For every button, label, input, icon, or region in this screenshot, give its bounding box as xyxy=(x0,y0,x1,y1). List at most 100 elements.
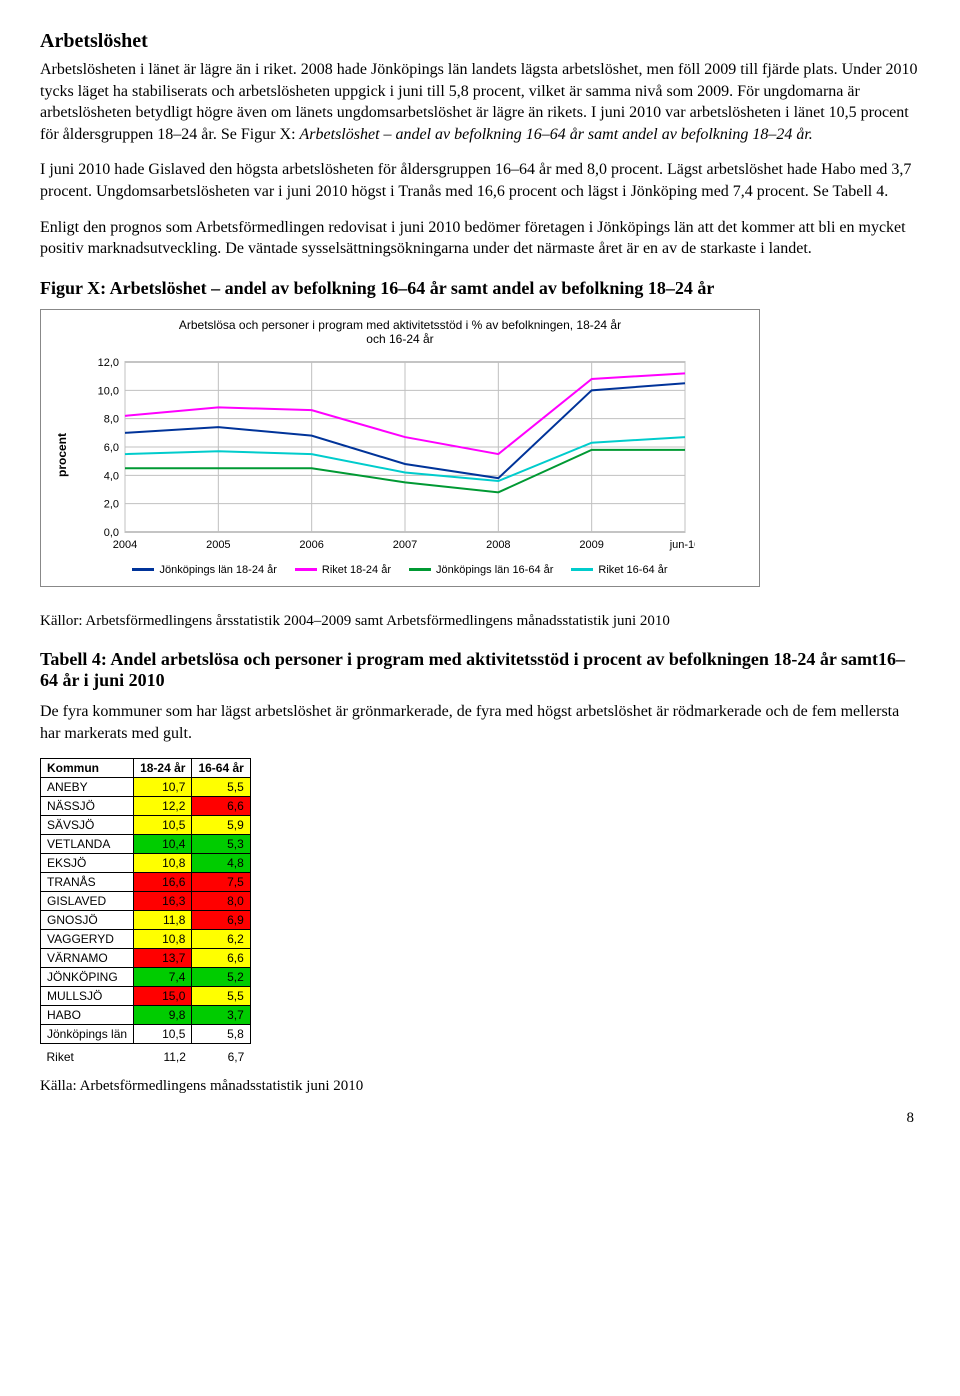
table-cell-18-24: 10,5 xyxy=(134,1025,192,1044)
svg-text:8,0: 8,0 xyxy=(104,413,119,425)
table-cell-18-24: 9,8 xyxy=(134,1006,192,1025)
table-cell-18-24: 11,2 xyxy=(134,1044,192,1067)
table-row: SÄVSJÖ10,55,9 xyxy=(41,816,251,835)
svg-text:4,0: 4,0 xyxy=(104,470,119,482)
svg-text:10,0: 10,0 xyxy=(98,385,119,397)
svg-text:0,0: 0,0 xyxy=(104,527,119,539)
paragraph-2: I juni 2010 hade Gislaved den högsta arb… xyxy=(40,159,920,202)
svg-text:6,0: 6,0 xyxy=(104,442,119,454)
legend-label: Jönköpings län 18-24 år xyxy=(159,564,276,576)
chart-legend: Jönköpings län 18-24 år Riket 18-24 år Jön… xyxy=(55,564,745,576)
table-cell-16-64: 5,3 xyxy=(192,835,250,854)
table-cell-18-24: 13,7 xyxy=(134,949,192,968)
table-cell-18-24: 16,3 xyxy=(134,892,192,911)
chart-heading: Figur X: Arbetslöshet – andel av befolkn… xyxy=(40,278,920,299)
table-cell-18-24: 7,4 xyxy=(134,968,192,987)
table-cell-kommun: Jönköpings län xyxy=(41,1025,134,1044)
table-header-cell: 18-24 år xyxy=(134,759,192,778)
table-cell-16-64: 6,7 xyxy=(192,1044,250,1067)
table-cell-kommun: VETLANDA xyxy=(41,835,134,854)
table-cell-kommun: TRANÅS xyxy=(41,873,134,892)
table-cell-16-64: 5,2 xyxy=(192,968,250,987)
table-cell-kommun: VAGGERYD xyxy=(41,930,134,949)
svg-text:2006: 2006 xyxy=(299,539,323,551)
table-header-cell: 16-64 år xyxy=(192,759,250,778)
table-cell-kommun: VÄRNAMO xyxy=(41,949,134,968)
table-row: ANEBY10,75,5 xyxy=(41,778,251,797)
table-cell-kommun: GNOSJÖ xyxy=(41,911,134,930)
legend-item: Jönköpings län 18-24 år xyxy=(132,564,276,576)
table-cell-16-64: 4,8 xyxy=(192,854,250,873)
table-row-riket: Riket11,26,7 xyxy=(41,1044,251,1067)
table-cell-kommun: SÄVSJÖ xyxy=(41,816,134,835)
svg-text:jun-10: jun-10 xyxy=(669,539,695,551)
table-cell-18-24: 11,8 xyxy=(134,911,192,930)
table-header-cell: Kommun xyxy=(41,759,134,778)
svg-text:2007: 2007 xyxy=(393,539,417,551)
table-cell-18-24: 10,8 xyxy=(134,930,192,949)
table-cell-kommun: MULLSJÖ xyxy=(41,987,134,1006)
table-cell-16-64: 8,0 xyxy=(192,892,250,911)
legend-label: Jönköpings län 16-64 år xyxy=(436,564,553,576)
svg-text:12,0: 12,0 xyxy=(98,357,119,369)
chart-title-line2: och 16-24 år xyxy=(366,332,433,346)
table-row: MULLSJÖ15,05,5 xyxy=(41,987,251,1006)
svg-text:2008: 2008 xyxy=(486,539,510,551)
svg-text:2005: 2005 xyxy=(206,539,230,551)
table-cell-18-24: 10,4 xyxy=(134,835,192,854)
table-row: VÄRNAMO13,76,6 xyxy=(41,949,251,968)
table-cell-kommun: ANEBY xyxy=(41,778,134,797)
paragraph-1-italic: Arbetslöshet – andel av befolkning 16–64… xyxy=(300,126,813,143)
legend-item: Jönköpings län 16-64 år xyxy=(409,564,553,576)
chart-container: Arbetslösa och personer i program med ak… xyxy=(40,309,760,587)
table-cell-kommun: Riket xyxy=(41,1044,134,1067)
table-cell-16-64: 6,6 xyxy=(192,797,250,816)
table-cell-16-64: 6,2 xyxy=(192,930,250,949)
chart-title-line1: Arbetslösa och personer i program med ak… xyxy=(179,318,621,332)
chart-sources: Källor: Arbetsförmedlingens årsstatistik… xyxy=(40,611,920,631)
table-row: VAGGERYD10,86,2 xyxy=(41,930,251,949)
data-table: Kommun18-24 år16-64 årANEBY10,75,5NÄSSJÖ… xyxy=(40,758,251,1066)
table-cell-18-24: 10,5 xyxy=(134,816,192,835)
table-row: TRANÅS16,67,5 xyxy=(41,873,251,892)
table-cell-16-64: 7,5 xyxy=(192,873,250,892)
line-chart: 0,0 2,0 4,0 6,0 8,0 10,0 12,0 2004 2005 2006 2007 2… xyxy=(75,354,695,556)
table-cell-16-64: 3,7 xyxy=(192,1006,250,1025)
table-row: GNOSJÖ11,86,9 xyxy=(41,911,251,930)
svg-text:2009: 2009 xyxy=(579,539,603,551)
table-cell-kommun: HABO xyxy=(41,1006,134,1025)
table-row: GISLAVED16,38,0 xyxy=(41,892,251,911)
legend-swatch xyxy=(571,568,593,571)
table-row: JÖNKÖPING7,45,2 xyxy=(41,968,251,987)
table-cell-kommun: JÖNKÖPING xyxy=(41,968,134,987)
legend-item: Riket 18-24 år xyxy=(295,564,391,576)
table-row: NÄSSJÖ12,26,6 xyxy=(41,797,251,816)
legend-swatch xyxy=(295,568,317,571)
svg-text:2004: 2004 xyxy=(113,539,137,551)
chart-title: Arbetslösa och personer i program med ak… xyxy=(55,318,745,346)
table-cell-kommun: EKSJÖ xyxy=(41,854,134,873)
legend-label: Riket 16-64 år xyxy=(598,564,667,576)
table-cell-16-64: 6,9 xyxy=(192,911,250,930)
table-source: Källa: Arbetsförmedlingens månadsstatist… xyxy=(40,1076,920,1096)
legend-label: Riket 18-24 år xyxy=(322,564,391,576)
table-cell-16-64: 5,5 xyxy=(192,778,250,797)
table-cell-16-64: 5,8 xyxy=(192,1025,250,1044)
svg-text:2,0: 2,0 xyxy=(104,498,119,510)
table-intro: De fyra kommuner som har lägst arbetslös… xyxy=(40,701,920,744)
chart-y-axis-label: procent xyxy=(55,433,69,477)
paragraph-3: Enligt den prognos som Arbetsförmedlinge… xyxy=(40,217,920,260)
table-cell-16-64: 6,6 xyxy=(192,949,250,968)
table-cell-16-64: 5,5 xyxy=(192,987,250,1006)
table-row: EKSJÖ10,84,8 xyxy=(41,854,251,873)
table-cell-18-24: 10,7 xyxy=(134,778,192,797)
table-row: VETLANDA10,45,3 xyxy=(41,835,251,854)
paragraph-1: Arbetslösheten i länet är lägre än i rik… xyxy=(40,59,920,145)
table-cell-18-24: 16,6 xyxy=(134,873,192,892)
table-cell-kommun: GISLAVED xyxy=(41,892,134,911)
table-cell-18-24: 10,8 xyxy=(134,854,192,873)
table-cell-16-64: 5,9 xyxy=(192,816,250,835)
page-number: 8 xyxy=(40,1110,920,1127)
table-row: HABO9,83,7 xyxy=(41,1006,251,1025)
table-heading: Tabell 4: Andel arbetslösa och personer … xyxy=(40,649,920,691)
